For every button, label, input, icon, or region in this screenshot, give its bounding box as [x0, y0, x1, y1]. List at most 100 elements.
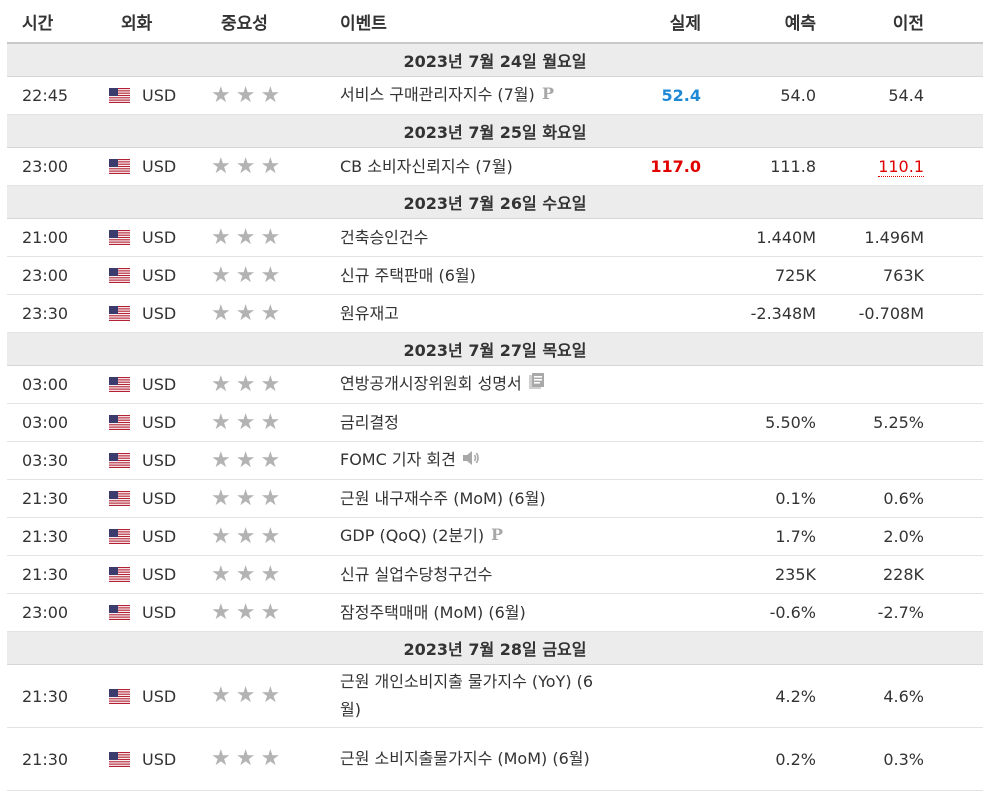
event-name[interactable]: 건축승인건수 — [340, 227, 429, 247]
event-name[interactable]: 연방공개시장위원회 성명서 — [340, 374, 522, 394]
event-name[interactable]: 신규 주택판매 (6월) — [340, 265, 476, 285]
event-forecast — [715, 441, 820, 480]
currency-cell: USD — [107, 489, 207, 508]
star-icon: ★ — [235, 523, 256, 549]
header-actual[interactable]: 실제 — [612, 0, 715, 44]
event-time: 03:30 — [7, 441, 107, 480]
star-icon: ★ — [260, 746, 281, 771]
event-time: 21:00 — [7, 218, 107, 257]
us-flag-icon — [109, 751, 130, 768]
event-name[interactable]: 서비스 구매관리자지수 (7월) — [340, 85, 535, 105]
star-icon: ★ — [235, 82, 256, 108]
event-row[interactable]: 21:30 USD ★ ★ ★ GDP (QoQ) (2분기) P 1.7% 2.0% — [7, 517, 983, 556]
event-row[interactable]: 21:30 USD ★ ★ ★ 신규 실업수당청구건수 235K 228K — [7, 555, 983, 594]
document-icon[interactable] — [528, 371, 546, 399]
importance-stars: ★ ★ ★ — [207, 82, 340, 108]
header-event[interactable]: 이벤트 — [340, 0, 612, 44]
calendar-table: 시간 외화 중요성 이벤트 실제 예측 이전 2023년 7월 24일 월요일 2… — [7, 0, 983, 791]
preliminary-icon[interactable]: P — [490, 523, 504, 551]
star-icon: ★ — [235, 409, 256, 435]
speaker-icon[interactable] — [462, 447, 480, 475]
header-previous[interactable]: 이전 — [820, 0, 983, 44]
event-row[interactable]: 21:30 USD ★ ★ ★ 근원 개인소비지출 물가지수 (YoY) (6월) 4.2%… — [7, 664, 983, 728]
currency-code: USD — [142, 527, 177, 546]
star-icon: ★ — [235, 153, 256, 179]
importance-stars: ★ ★ ★ — [207, 748, 340, 770]
economic-calendar: 시간 외화 중요성 이벤트 실제 예측 이전 2023년 7월 24일 월요일 2… — [7, 0, 983, 791]
importance-stars: ★ ★ ★ — [207, 262, 340, 288]
importance-stars: ★ ★ ★ — [207, 409, 340, 435]
star-icon: ★ — [235, 262, 256, 288]
event-row[interactable]: 03:00 USD ★ ★ ★ 연방공개시장위원회 성명서 — [7, 365, 983, 404]
currency-cell: USD — [107, 565, 207, 584]
event-name[interactable]: 금리결정 — [340, 412, 399, 432]
star-icon: ★ — [211, 746, 231, 771]
currency-cell: USD — [107, 413, 207, 432]
us-flag-icon — [109, 88, 130, 105]
event-previous: 228K — [882, 565, 924, 584]
event-forecast: 0.2% — [715, 727, 820, 791]
event-row[interactable]: 22:45 USD ★ ★ ★ 서비스 구매관리자지수 (7월) P 52.4 54.0 54.4 — [7, 76, 983, 115]
star-icon: ★ — [260, 409, 281, 435]
date-row: 2023년 7월 25일 화요일 — [7, 114, 983, 148]
event-row[interactable]: 03:30 USD ★ ★ ★ FOMC 기자 회견 — [7, 441, 983, 480]
star-icon: ★ — [211, 300, 231, 326]
event-row[interactable]: 23:30 USD ★ ★ ★ 원유재고 -2.348M -0.708M — [7, 294, 983, 333]
event-row[interactable]: 23:00 USD ★ ★ ★ CB 소비자신뢰지수 (7월) 117.0 111.8 110.… — [7, 147, 983, 186]
event-forecast — [715, 365, 820, 404]
event-name[interactable]: 근원 개인소비지출 물가지수 (YoY) (6월) — [340, 672, 594, 719]
currency-cell: USD — [107, 86, 207, 105]
header-importance[interactable]: 중요성 — [207, 0, 340, 44]
event-name[interactable]: GDP (QoQ) (2분기) — [340, 526, 485, 546]
header-forecast[interactable]: 예측 — [715, 0, 820, 44]
date-label: 2023년 7월 24일 월요일 — [7, 43, 983, 77]
star-icon: ★ — [211, 82, 231, 108]
event-time: 23:30 — [7, 294, 107, 333]
event-row[interactable]: 23:00 USD ★ ★ ★ 신규 주택판매 (6월) 725K 763K — [7, 256, 983, 295]
event-forecast: 111.8 — [715, 147, 820, 186]
currency-cell: USD — [107, 375, 207, 394]
event-name[interactable]: 원유재고 — [340, 303, 399, 323]
currency-code: USD — [142, 228, 177, 247]
event-forecast: 1.440M — [715, 218, 820, 257]
currency-code: USD — [142, 304, 177, 323]
date-label: 2023년 7월 27일 목요일 — [7, 332, 983, 366]
star-icon: ★ — [235, 746, 256, 771]
event-name[interactable]: 잠정주택매매 (MoM) (6월) — [340, 602, 526, 622]
header-time[interactable]: 시간 — [7, 0, 107, 44]
us-flag-icon — [109, 688, 130, 705]
star-icon: ★ — [211, 561, 231, 587]
header-currency[interactable]: 외화 — [107, 0, 207, 44]
event-previous: 0.6% — [883, 489, 924, 508]
event-name[interactable]: 근원 내구재수주 (MoM) (6월) — [340, 488, 546, 508]
star-icon: ★ — [211, 485, 231, 511]
event-name[interactable]: FOMC 기자 회견 — [340, 450, 456, 470]
importance-stars: ★ ★ ★ — [207, 523, 340, 549]
header-row: 시간 외화 중요성 이벤트 실제 예측 이전 — [7, 0, 983, 44]
us-flag-icon — [109, 567, 130, 584]
importance-stars: ★ ★ ★ — [207, 601, 340, 624]
currency-cell: USD — [107, 603, 207, 622]
event-previous: 0.3% — [883, 749, 924, 769]
event-name[interactable]: 신규 실업수당청구건수 — [340, 564, 493, 584]
svg-text:P: P — [542, 85, 554, 101]
event-actual: 52.4 — [612, 76, 715, 115]
event-row[interactable]: 21:30 USD ★ ★ ★ 근원 소비지출물가지수 (MoM) (6월) 0.2% 0.3… — [7, 727, 983, 791]
preliminary-icon[interactable]: P — [541, 82, 555, 110]
event-row[interactable]: 03:00 USD ★ ★ ★ 금리결정 5.50% 5.25% — [7, 403, 983, 442]
event-name[interactable]: 근원 소비지출물가지수 (MoM) (6월) — [340, 749, 590, 768]
event-row[interactable]: 21:30 USD ★ ★ ★ 근원 내구재수주 (MoM) (6월) 0.1% 0.6% — [7, 479, 983, 518]
event-actual — [612, 517, 715, 556]
us-flag-icon — [109, 605, 130, 622]
date-label: 2023년 7월 26일 수요일 — [7, 185, 983, 219]
us-flag-icon — [109, 230, 130, 247]
event-name[interactable]: CB 소비자신뢰지수 (7월) — [340, 156, 513, 176]
event-time: 23:00 — [7, 147, 107, 186]
star-icon: ★ — [235, 683, 256, 708]
event-row[interactable]: 23:00 USD ★ ★ ★ 잠정주택매매 (MoM) (6월) -0.6% -2.7% — [7, 593, 983, 632]
event-time: 21:30 — [7, 664, 107, 728]
event-row[interactable]: 21:00 USD ★ ★ ★ 건축승인건수 1.440M 1.496M — [7, 218, 983, 257]
event-previous: -2.7% — [877, 603, 924, 622]
star-icon: ★ — [211, 262, 231, 288]
importance-stars: ★ ★ ★ — [207, 485, 340, 511]
